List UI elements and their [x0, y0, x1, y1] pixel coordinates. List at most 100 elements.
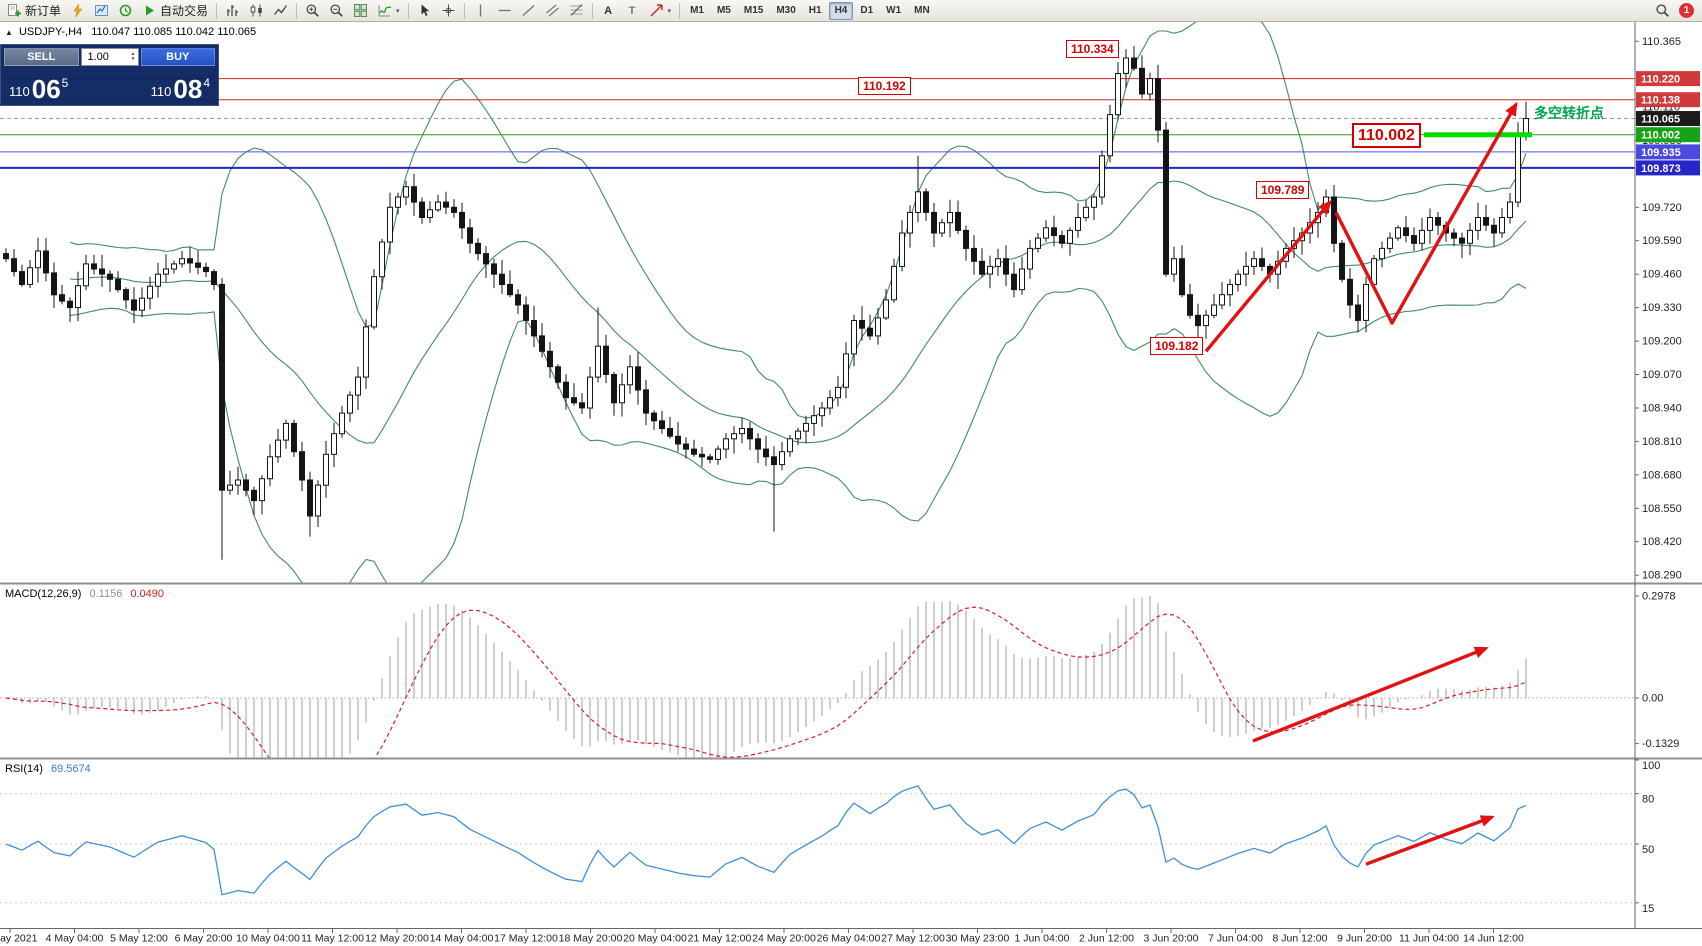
chevron-down-icon: ▾: [667, 7, 672, 15]
candle-body: [915, 191, 921, 213]
trend-arrow[interactable]: [1204, 199, 1332, 353]
price-badge-label: 110.065: [1641, 114, 1680, 126]
autotrading-button[interactable]: 自动交易: [138, 1, 212, 20]
new-order-button[interactable]: 新订单: [3, 1, 65, 20]
trend-arrow[interactable]: [1252, 646, 1489, 743]
trendline-button[interactable]: [517, 1, 540, 20]
buy-price[interactable]: 110 08 4: [151, 76, 210, 102]
profiles-icon: [94, 3, 109, 18]
main-price-panel[interactable]: [0, 13, 1635, 605]
shapes-button[interactable]: ▾: [645, 1, 676, 20]
text-button[interactable]: A: [597, 1, 620, 20]
indicators-button[interactable]: ▾: [373, 1, 404, 20]
candle-body: [323, 453, 329, 486]
macd-panel[interactable]: [0, 595, 1635, 802]
candle-body: [1259, 258, 1265, 267]
candle-body: [763, 448, 769, 458]
chinese-annotation-text[interactable]: 多空转折点: [1534, 105, 1604, 121]
candle-body: [59, 294, 65, 302]
horizontal-line-icon: [497, 3, 512, 18]
horizontal-line-button[interactable]: [493, 1, 516, 20]
notification-badge[interactable]: 1: [1679, 3, 1694, 18]
bollinger-band-line[interactable]: [69, 180, 1527, 444]
time-axis-label: 18 May 20:00: [559, 933, 623, 945]
timeframe-m30[interactable]: M30: [770, 2, 801, 20]
panel-expander-icon[interactable]: ▲: [5, 28, 13, 37]
channel-button[interactable]: [541, 1, 564, 20]
line-chart-button[interactable]: [269, 1, 292, 20]
lightning-button[interactable]: [66, 1, 89, 20]
candle-body: [1107, 114, 1113, 157]
candle-body: [1211, 304, 1217, 316]
trend-arrow[interactable]: [1365, 815, 1495, 866]
toolbar-separator: [679, 2, 681, 19]
timeframe-d1[interactable]: D1: [854, 2, 879, 20]
candle-body: [955, 211, 961, 231]
candlestick-icon: [249, 3, 264, 18]
zoom-in-button[interactable]: [301, 1, 324, 20]
candle-body: [1163, 129, 1169, 275]
timeframe-m15[interactable]: M15: [738, 2, 769, 20]
vertical-line-button[interactable]: [469, 1, 492, 20]
search-button[interactable]: [1651, 1, 1674, 20]
price-annotation[interactable]: 110.334: [1066, 40, 1119, 59]
sell-price[interactable]: 110 06 5: [9, 76, 68, 102]
toolbar-trade-group: 新订单 自动交易: [3, 1, 212, 20]
zoom-out-button[interactable]: [325, 1, 348, 20]
rsi-panel[interactable]: [0, 785, 1635, 904]
chevron-down-icon: ▾: [396, 7, 400, 15]
candle-body: [339, 412, 345, 435]
candlestick-button[interactable]: [245, 1, 268, 20]
timeframe-h1[interactable]: H1: [803, 2, 828, 20]
candle-body: [1363, 283, 1369, 321]
fibonacci-button[interactable]: [565, 1, 588, 20]
timeframe-w1[interactable]: W1: [880, 2, 907, 20]
volume-value[interactable]: 1.00: [87, 51, 109, 63]
shapes-icon: [649, 3, 664, 18]
candle-body: [1427, 217, 1433, 231]
sell-button[interactable]: SELL: [4, 48, 79, 66]
candle-body: [1379, 247, 1385, 260]
cursor-button[interactable]: [413, 1, 436, 20]
time-axis-label: 17 May 12:00: [494, 933, 558, 945]
candle-body: [11, 258, 17, 273]
price-annotation[interactable]: 110.002: [1352, 122, 1421, 148]
candle-body: [659, 420, 665, 429]
spin-down-icon[interactable]: ▼: [130, 56, 136, 62]
candle-body: [19, 271, 25, 286]
spin-up-icon[interactable]: ▲: [130, 51, 136, 57]
volume-spinner[interactable]: ▲ ▼: [131, 52, 136, 62]
trend-arrow[interactable]: [1334, 101, 1518, 325]
candle-body: [1027, 247, 1033, 270]
volume-field[interactable]: 1.00 ▲ ▼: [80, 48, 139, 66]
bollinger-band-line[interactable]: [69, 283, 1527, 605]
price-annotation[interactable]: 109.182: [1150, 336, 1204, 355]
price-axis-label: 108.810: [1642, 436, 1682, 448]
bar-chart-button[interactable]: [221, 1, 244, 20]
crosshair-button[interactable]: [437, 1, 460, 20]
candle-body: [779, 451, 785, 466]
candle-body: [179, 258, 185, 265]
buy-button[interactable]: BUY: [140, 48, 215, 66]
candle-body: [459, 211, 465, 229]
label-button[interactable]: T: [621, 1, 644, 20]
price-badge-label: 110.220: [1641, 74, 1680, 86]
refresh-button[interactable]: [114, 1, 137, 20]
timeframe-h4[interactable]: H4: [828, 1, 854, 20]
price-annotation[interactable]: 110.192: [858, 76, 911, 95]
candle-body: [531, 320, 537, 337]
main-toolbar: 新订单 自动交易 ▾ A T ▾ M1 M5 M15 M30 H1 H4 D1 W1 MN 1: [0, 0, 1702, 22]
bollinger-band-line[interactable]: [69, 13, 1527, 419]
timeframe-m1[interactable]: M1: [684, 2, 710, 20]
price-axis-label: 108.940: [1642, 403, 1682, 415]
candle-body: [859, 320, 865, 329]
candle-body: [1435, 217, 1441, 226]
tile-windows-button[interactable]: [349, 1, 372, 20]
zoom-out-icon: [329, 3, 344, 18]
timeframe-mn[interactable]: MN: [908, 2, 936, 20]
timeframe-m5[interactable]: M5: [711, 2, 737, 20]
candle-body: [803, 422, 809, 432]
price-annotation[interactable]: 109.789: [1256, 180, 1310, 199]
profiles-button[interactable]: [90, 1, 113, 20]
